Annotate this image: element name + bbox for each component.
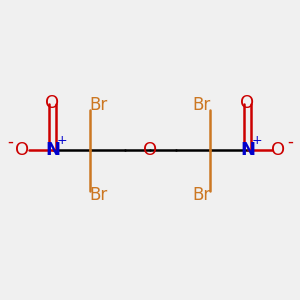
Text: O: O: [240, 94, 255, 112]
Text: N: N: [45, 141, 60, 159]
Text: N: N: [240, 141, 255, 159]
Text: Br: Br: [89, 186, 107, 204]
Text: O: O: [271, 141, 285, 159]
Text: Br: Br: [193, 96, 211, 114]
Text: +: +: [56, 134, 67, 148]
Text: -: -: [7, 133, 13, 151]
Text: Br: Br: [193, 186, 211, 204]
Text: -: -: [287, 133, 293, 151]
Text: O: O: [143, 141, 157, 159]
Text: +: +: [251, 134, 262, 148]
Text: O: O: [45, 94, 60, 112]
Text: O: O: [15, 141, 29, 159]
Text: Br: Br: [89, 96, 107, 114]
